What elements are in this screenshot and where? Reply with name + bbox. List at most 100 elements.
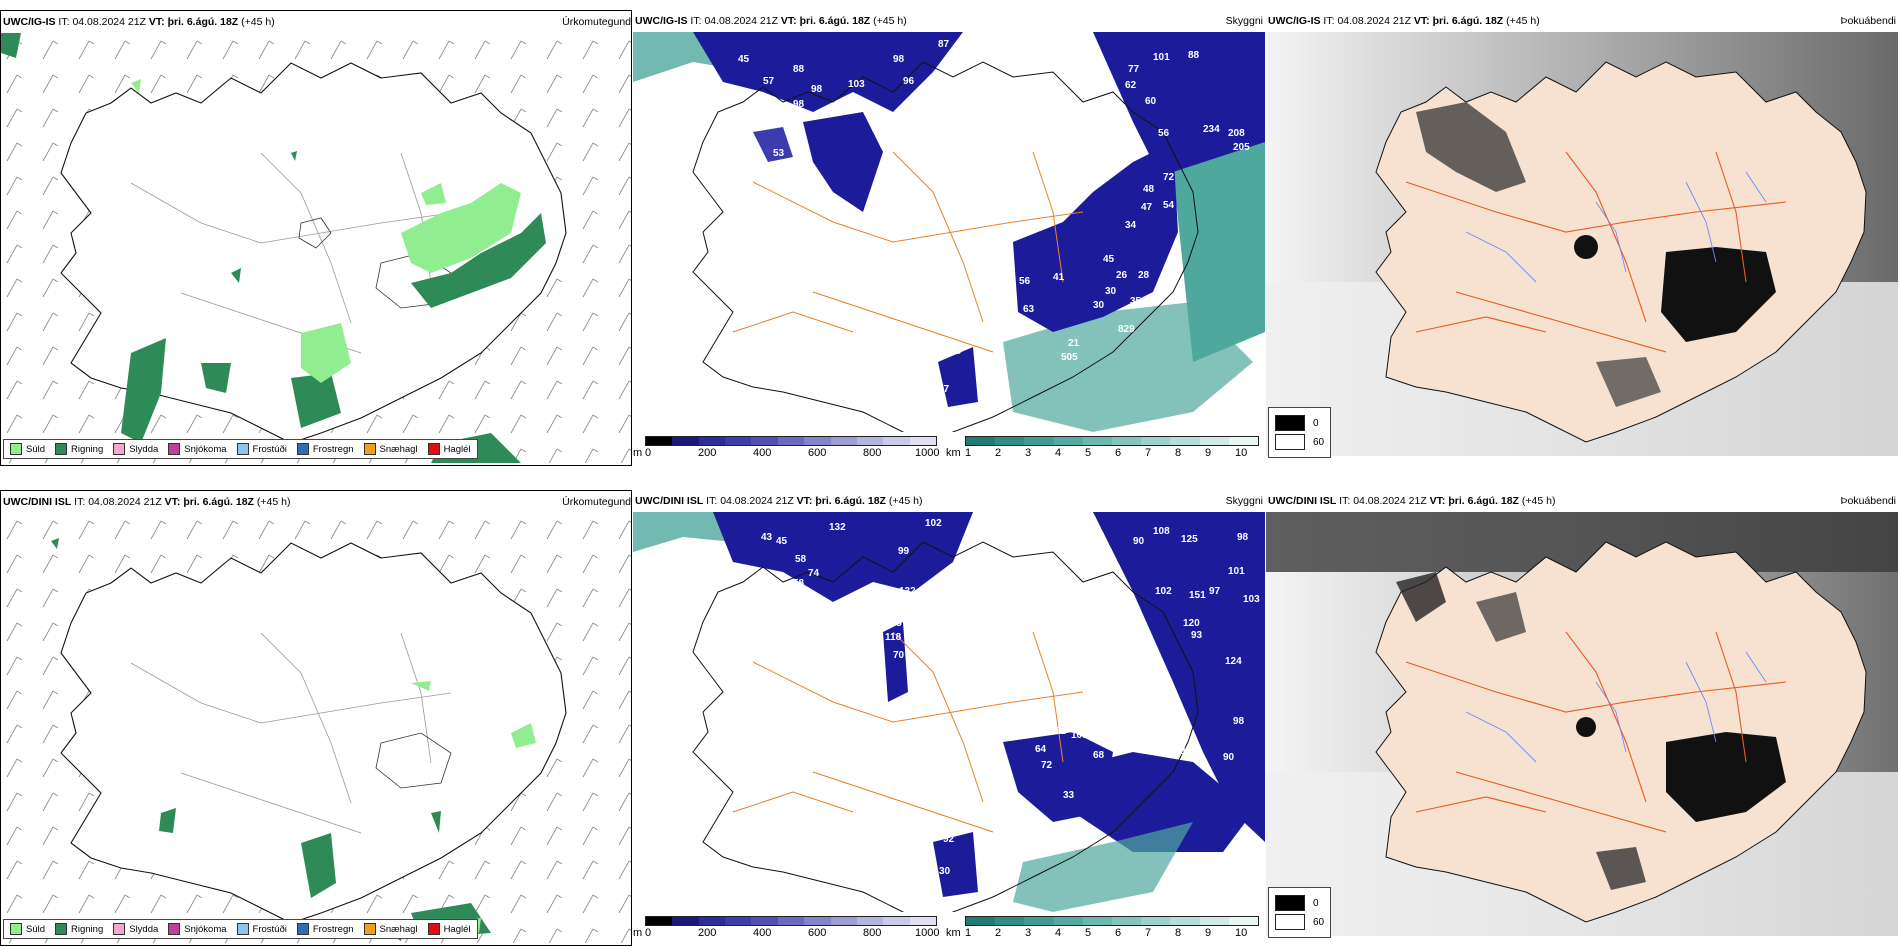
panel-header: UWC/DINI ISL IT: 04.08.2024 21Z VT: þri.… <box>1 491 631 513</box>
vis-label: 151 <box>1189 590 1206 601</box>
vis-label: 43 <box>761 532 773 543</box>
legend-item-freezing-drizzle: Frostúði <box>236 443 287 455</box>
vis-label: 48 <box>1143 184 1155 195</box>
panel-header: UWC/DINI ISL IT: 04.08.2024 21Z VT: þri.… <box>633 490 1265 512</box>
legend-item-hail: Haglél <box>427 443 471 455</box>
visibility-map-svg: 43 45 58 132 102 99 108 125 98 90 101 97… <box>633 512 1265 912</box>
vis-label: 208 <box>1228 128 1245 139</box>
legend-item-drizzle: Súld <box>10 443 45 455</box>
precip-map-svg <box>1 513 631 943</box>
vis-label: 88 <box>950 346 962 357</box>
vis-label: 28 <box>1138 270 1150 281</box>
vis-label: 132 <box>829 522 846 533</box>
vis-label: 103 <box>848 79 865 90</box>
vis-label: 34 <box>1125 220 1137 231</box>
vis-label: 77 <box>1128 64 1140 75</box>
vis-label: 102 <box>1155 586 1172 597</box>
precip-panel-1: UWC/IG-IS IT: 04.08.2024 21Z VT: þri. 6.… <box>0 10 632 466</box>
vis-label: 99 <box>898 546 910 557</box>
vis-label: 72 <box>1041 760 1053 771</box>
lead-time: (+45 h) <box>241 16 275 28</box>
height-colorbar <box>645 436 937 446</box>
vis-label: 60 <box>1145 96 1157 107</box>
visibility-map: 43 45 58 132 102 99 108 125 98 90 101 97… <box>633 512 1265 912</box>
visibility-panel-2: UWC/DINI ISL IT: 04.08.2024 21Z VT: þri.… <box>633 490 1265 946</box>
vis-label: 44 <box>1121 728 1133 739</box>
vis-label: 33 <box>1063 790 1075 801</box>
vis-label: 97 <box>1209 586 1221 597</box>
vis-label: 98 <box>1237 532 1249 543</box>
vis-label: 54 <box>1163 200 1175 211</box>
vis-label: 103 <box>1243 594 1260 605</box>
iceland-outline <box>692 541 1199 912</box>
vis-label: 120 <box>1183 618 1200 629</box>
legend-item-rain: Rigning <box>55 443 103 455</box>
panel-title: Úrkomutegund <box>562 496 631 508</box>
panel-header: UWC/DINI ISL IT: 04.08.2024 21Z VT: þri.… <box>1266 490 1898 512</box>
vis-label: 74 <box>808 568 820 579</box>
fog-legend: 0 60 <box>1268 407 1332 458</box>
vis-label: 70 <box>893 650 905 661</box>
vis-label: 53 <box>783 174 795 185</box>
vis-label: 105 <box>851 214 868 225</box>
vis-label: 62 <box>1055 726 1067 737</box>
fog-map <box>1266 512 1898 936</box>
vis-label: 87 <box>938 39 950 50</box>
vis-label: 45 <box>1103 254 1115 265</box>
init-time: 04.08.2024 21Z <box>72 16 146 28</box>
vis-label: 31 <box>1141 730 1153 741</box>
vis-label: 58 <box>795 554 807 565</box>
panel-header: UWC/IG-IS IT: 04.08.2024 21Z VT: þri. 6.… <box>1266 10 1898 32</box>
vis-label: 30 <box>1093 300 1105 311</box>
panel-title: Þokuábendi <box>1840 495 1896 507</box>
legend-item-snow-pellets: Snæhagl <box>363 443 418 455</box>
iceland-outline <box>60 62 567 444</box>
fog-legend: 0 60 <box>1268 887 1332 938</box>
vis-label: 205 <box>1233 142 1250 153</box>
iceland-outline <box>60 542 567 924</box>
legend-item-sleet: Slydda <box>113 443 158 455</box>
vis-label: 63 <box>1023 304 1035 315</box>
vis-label: 26 <box>1116 270 1128 281</box>
vis-label: 126 <box>978 352 995 363</box>
vis-label: 98 <box>811 84 823 95</box>
vis-label: 92 <box>943 834 955 845</box>
vis-label: 101 <box>1153 52 1170 63</box>
precip-map <box>1 33 631 463</box>
iceland-outline <box>692 61 1199 432</box>
vis-label: 30 <box>939 866 951 877</box>
colorbars: m 0 200 400 600 800 1000 km 1 2 3 4 5 6 … <box>633 432 1265 466</box>
visibility-colorbar <box>965 916 1259 926</box>
vis-label: 68 <box>1093 750 1105 761</box>
drizzle-areas <box>131 79 521 383</box>
precip-panel-2: UWC/DINI ISL IT: 04.08.2024 21Z VT: þri.… <box>0 490 632 946</box>
vis-label: 98 <box>1233 716 1245 727</box>
vis-label: 57 <box>763 76 775 87</box>
visibility-map-svg: 45 57 88 98 98 103 98 96 87 101 88 77 62… <box>633 32 1265 432</box>
legend-item-snow: Snjókoma <box>168 443 227 455</box>
vis-label: 96 <box>903 76 915 87</box>
vis-label: 72 <box>1163 172 1175 183</box>
vis-label: 62 <box>1125 80 1137 91</box>
vis-label: 30 <box>1105 286 1117 297</box>
fog-map-svg <box>1266 512 1898 936</box>
vis-label: 102 <box>925 518 942 529</box>
visibility-panel-1: UWC/IG-IS IT: 04.08.2024 21Z VT: þri. 6.… <box>633 10 1265 466</box>
vis-label: 118 <box>885 632 902 643</box>
panel-title: Úrkomutegund <box>562 16 631 28</box>
vis-label: 41 <box>1053 272 1065 283</box>
vis-label: 108 <box>1153 526 1170 537</box>
vis-label: 98 <box>793 99 805 110</box>
vis-label: 125 <box>1181 534 1198 545</box>
vis-label: 21 <box>1068 338 1080 349</box>
fog-panel-1: UWC/IG-IS IT: 04.08.2024 21Z VT: þri. 6.… <box>1266 10 1898 466</box>
vis-label: 56 <box>1019 276 1031 287</box>
vis-label: 132 <box>899 586 916 597</box>
model-name: UWC/IG-IS <box>3 16 56 28</box>
rain-areas <box>1 33 546 463</box>
vis-label: 90 <box>1223 752 1235 763</box>
precip-map <box>1 513 631 943</box>
fog-map-svg <box>1266 32 1898 456</box>
vis-label: 124 <box>1225 656 1242 667</box>
vis-label: 107 <box>1181 746 1198 757</box>
